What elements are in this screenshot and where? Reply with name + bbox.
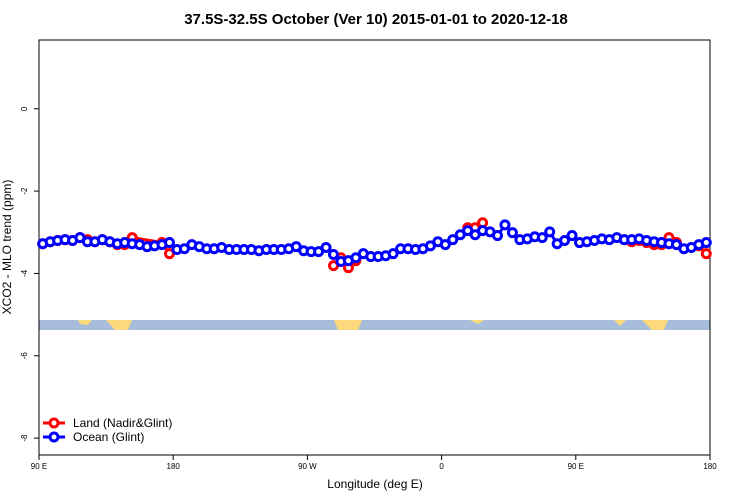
legend-label: Ocean (Glint) [73, 430, 144, 444]
data-point [566, 230, 578, 242]
data-point [492, 230, 504, 242]
data-point [387, 248, 399, 260]
map-strip [39, 320, 710, 330]
data-point [447, 234, 459, 246]
y-tick-label: -2 [20, 187, 29, 195]
data-point [536, 232, 548, 244]
data-point [700, 237, 712, 249]
y-tick-label: -8 [20, 434, 29, 442]
y-axis-label: XCO2 - MLO trend (ppm) [0, 180, 14, 315]
data-point [163, 237, 175, 249]
data-point [320, 242, 332, 253]
y-tick-label: -4 [20, 269, 29, 277]
data-point [506, 227, 518, 239]
x-tick-label: 90 E [31, 462, 47, 471]
legend-marker [48, 431, 60, 443]
data-point [559, 235, 571, 247]
chart-title: 37.5S-32.5S October (Ver 10) 2015-01-01 … [184, 11, 568, 28]
y-tick-label: 0 [20, 106, 29, 111]
x-axis-label: Longitude (deg E) [327, 477, 422, 491]
x-tick-label: 180 [167, 462, 181, 471]
legend-marker [48, 417, 60, 429]
x-tick-label: 0 [439, 462, 444, 471]
x-tick-label: 90 W [298, 462, 317, 471]
y-tick-label: -6 [20, 352, 29, 360]
x-tick-label: 180 [703, 462, 717, 471]
x-tick-label: 90 E [568, 462, 584, 471]
legend-label: Land (Nadir&Glint) [73, 416, 172, 430]
data-point [700, 248, 712, 260]
data-point [439, 239, 451, 251]
data-point [499, 219, 511, 231]
data-point [544, 226, 556, 238]
data-point [327, 248, 339, 260]
